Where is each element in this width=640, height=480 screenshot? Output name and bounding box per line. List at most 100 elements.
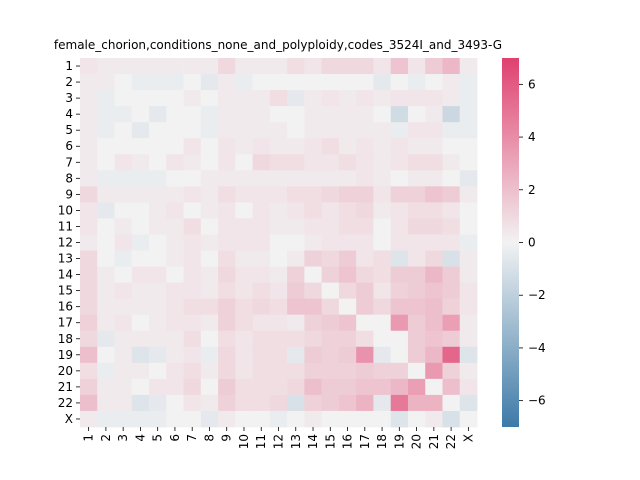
heatmap-cell	[356, 106, 374, 123]
heatmap-cell	[269, 266, 288, 284]
heatmap-cell	[149, 90, 167, 107]
heatmap-cell	[114, 410, 133, 428]
heatmap-cell	[373, 106, 392, 123]
heatmap-cell	[218, 106, 236, 123]
heatmap-cell	[356, 378, 374, 396]
heatmap-cell	[425, 394, 443, 412]
heatmap-cell	[304, 186, 323, 203]
heatmap-cell	[166, 202, 184, 219]
heatmap-cell	[235, 378, 254, 396]
heatmap-cell	[114, 186, 133, 203]
heatmap-cell	[235, 234, 254, 251]
y-tick-label: 17	[58, 316, 73, 330]
heatmap-cell	[287, 186, 305, 203]
heatmap-cell	[183, 298, 202, 316]
heatmap-cell	[269, 330, 288, 348]
heatmap-cell	[80, 378, 98, 396]
heatmap-cell	[442, 362, 461, 380]
heatmap-cell	[407, 362, 426, 380]
heatmap-cell	[131, 74, 150, 91]
heatmap-cell	[114, 138, 133, 155]
y-tick-label: 13	[58, 252, 73, 266]
heatmap-cell	[149, 314, 167, 332]
heatmap-cell	[338, 330, 357, 348]
heatmap-cell	[131, 362, 150, 380]
heatmap-cell	[425, 250, 443, 267]
heatmap-cell	[390, 234, 409, 251]
y-tick-label: 21	[58, 380, 73, 394]
x-tick-label: 20	[410, 434, 424, 449]
heatmap-cell	[97, 186, 115, 203]
heatmap-cell	[373, 74, 392, 91]
heatmap-cell	[97, 90, 115, 107]
heatmap-cell	[183, 154, 202, 171]
heatmap-cell	[80, 138, 98, 155]
heatmap-cell	[252, 154, 271, 171]
colorbar-tick-label: −4	[528, 341, 546, 355]
heatmap-cell	[356, 394, 374, 412]
x-tick-label: 1	[82, 434, 96, 442]
heatmap-cell	[287, 74, 305, 91]
heatmap-cell	[459, 170, 478, 187]
heatmap-cell	[304, 138, 323, 155]
heatmap-cell	[459, 58, 478, 75]
heatmap-cell	[425, 170, 443, 187]
heatmap-cell	[114, 74, 133, 91]
heatmap-cell	[287, 234, 305, 251]
heatmap-cell	[425, 186, 443, 203]
heatmap-cell	[80, 282, 98, 300]
heatmap-cell	[390, 266, 409, 284]
heatmap-cell	[235, 186, 254, 203]
heatmap-cell	[80, 314, 98, 332]
heatmap-cell	[287, 106, 305, 123]
heatmap-cell	[218, 298, 236, 316]
heatmap-cell	[97, 202, 115, 219]
y-tick-label: 22	[58, 396, 73, 410]
heatmap-cell	[252, 410, 271, 428]
heatmap-cell	[97, 298, 115, 316]
heatmap-cell	[338, 186, 357, 203]
heatmap-cell	[252, 266, 271, 284]
heatmap-cell	[356, 266, 374, 284]
heatmap-cell	[97, 234, 115, 251]
heatmap-cell	[235, 154, 254, 171]
heatmap-cell	[97, 250, 115, 267]
heatmap-cell	[390, 106, 409, 123]
heatmap-cell	[149, 394, 167, 412]
heatmap-cell	[149, 170, 167, 187]
heatmap-cell	[131, 138, 150, 155]
heatmap-cell	[425, 378, 443, 396]
heatmap-cell	[97, 282, 115, 300]
heatmap-cell	[235, 170, 254, 187]
heatmap-cell	[252, 346, 271, 364]
heatmap-cell	[287, 122, 305, 139]
heatmap-cell	[338, 378, 357, 396]
heatmap-cell	[373, 298, 392, 316]
heatmap-cell	[149, 74, 167, 91]
heatmap-cell	[442, 282, 461, 300]
heatmap-cell	[304, 74, 323, 91]
heatmap-cell	[149, 234, 167, 251]
colorbar	[502, 58, 519, 427]
heatmap-cell	[459, 266, 478, 284]
heatmap-cell	[252, 186, 271, 203]
heatmap-cell	[373, 250, 392, 267]
heatmap-cell	[390, 282, 409, 300]
heatmap-cell	[218, 58, 236, 75]
heatmap-cell	[356, 170, 374, 187]
heatmap-cell	[390, 170, 409, 187]
heatmap-cell	[321, 298, 340, 316]
heatmap-cell	[200, 314, 219, 332]
heatmap-cell	[407, 202, 426, 219]
heatmap-cell	[114, 218, 133, 235]
heatmap-cell	[287, 58, 305, 75]
heatmap-cell	[356, 90, 374, 107]
heatmap-cell	[321, 122, 340, 139]
heatmap-cell	[407, 154, 426, 171]
heatmap-cell	[131, 202, 150, 219]
heatmap-cell	[425, 74, 443, 91]
heatmap-cell	[114, 154, 133, 171]
heatmap-cell	[149, 266, 167, 284]
heatmap-cell	[200, 218, 219, 235]
heatmap-cell	[218, 122, 236, 139]
